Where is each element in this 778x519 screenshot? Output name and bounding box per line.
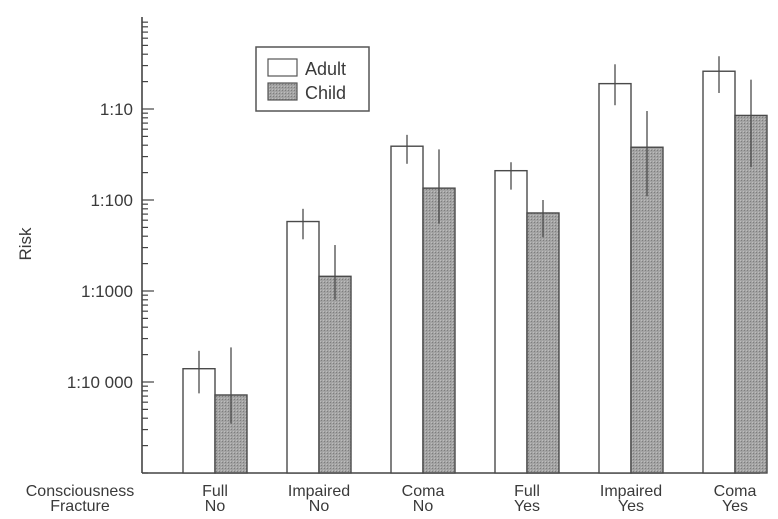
y-tick-label: 1:10 000 <box>67 373 133 392</box>
bar-child-1 <box>318 275 352 474</box>
legend: Adult Child <box>255 46 370 112</box>
bar-adult-2 <box>390 145 424 474</box>
bar-child-4 <box>630 146 664 474</box>
category-label-line1: Impaired <box>600 483 662 500</box>
category-label-line2: Yes <box>514 498 540 514</box>
bar-child-2 <box>422 187 456 474</box>
category-label-line2: No <box>309 498 330 514</box>
y-tick-label: 1:100 <box>90 191 133 210</box>
category-label-line1: Coma <box>714 483 757 500</box>
bars <box>182 70 768 474</box>
row-label-fracture: Fracture <box>50 498 110 514</box>
legend-label-child: Child <box>305 83 346 103</box>
legend-swatch-adult <box>267 58 298 77</box>
legend-swatch-child <box>267 82 298 101</box>
category-label-line2: Yes <box>618 498 644 514</box>
bar-child-5 <box>734 114 768 474</box>
bar-child-3 <box>526 212 560 474</box>
bar-adult-1 <box>286 220 320 474</box>
category-labels: FullNoImpairedNoComaNoFullYesImpairedYes… <box>202 483 757 515</box>
category-label-line1: Full <box>202 483 228 500</box>
bar-adult-5 <box>702 70 736 474</box>
y-tick-label: 1:10 <box>100 100 133 119</box>
y-axis-label: Risk <box>16 227 35 261</box>
category-label-line1: Impaired <box>288 483 350 500</box>
category-label-line2: No <box>413 498 434 514</box>
y-tick-label: 1:1000 <box>81 282 133 301</box>
row-label-consciousness: Consciousness <box>26 483 135 500</box>
error-bars <box>198 56 752 424</box>
category-label-line1: Full <box>514 483 540 500</box>
category-label-line2: Yes <box>722 498 748 514</box>
bar-adult-3 <box>494 169 528 474</box>
category-label-line2: No <box>205 498 226 514</box>
legend-label-adult: Adult <box>305 59 346 79</box>
category-label-line1: Coma <box>402 483 445 500</box>
bar-adult-4 <box>598 82 632 474</box>
